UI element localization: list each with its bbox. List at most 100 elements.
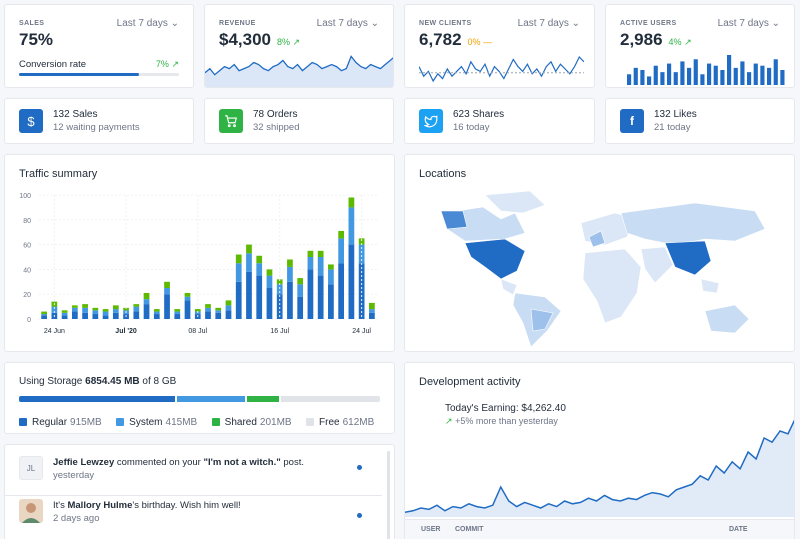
period-dropdown[interactable]: Last 7 days ⌄	[717, 18, 780, 29]
column-header: COMMIT	[455, 526, 484, 533]
traffic-bar-other	[164, 281, 170, 288]
chevron-down-icon: ⌄	[771, 18, 780, 29]
traffic-bar-other	[71, 305, 78, 308]
users-bar	[660, 72, 665, 85]
development-chart	[405, 419, 794, 517]
revenue-line	[205, 55, 393, 76]
traffic-bar-web	[41, 315, 47, 319]
traffic-bar-other	[205, 304, 211, 308]
chevron-down-icon: ⌄	[370, 18, 379, 29]
traffic-bar-web	[102, 315, 109, 319]
kpi-label: REVENUE	[219, 20, 256, 27]
canada-west-region	[440, 210, 468, 230]
traffic-bar-web	[184, 300, 191, 319]
traffic-bar-web	[225, 310, 232, 319]
storage-segment-free	[280, 396, 380, 402]
traffic-bar-social	[41, 314, 47, 316]
storage-segment-regular	[19, 396, 176, 402]
traffic-bar-social	[153, 311, 160, 315]
users-bar	[760, 65, 765, 85]
traffic-bar-web	[338, 263, 345, 319]
traffic-bar-social	[164, 288, 170, 295]
unread-dot	[357, 513, 362, 518]
traffic-bar-web	[235, 281, 242, 319]
users-bar	[727, 55, 732, 85]
users-bar	[647, 76, 652, 85]
traffic-bar-other	[235, 254, 242, 264]
stat-title: 78 Orders	[253, 109, 298, 120]
traffic-bar-social	[143, 299, 150, 305]
traffic-bar-other	[287, 259, 293, 267]
avatar: JL	[19, 456, 43, 480]
chevron-down-icon: ⌄	[571, 18, 580, 29]
traffic-bar-web	[328, 284, 334, 319]
stat-likes-card: f 132 Likes 21 today	[605, 98, 795, 144]
traffic-bar-social	[287, 266, 293, 282]
legend-regular: Regular 915MB	[19, 417, 102, 428]
y-tick-label: 40	[23, 267, 31, 274]
traffic-bar-other	[297, 278, 304, 285]
traffic-bar-web	[297, 296, 304, 319]
legend-shared: Shared 201MB	[211, 417, 292, 428]
feed-text: It's Mallory Hulme's birthday. Wish him …	[53, 500, 241, 524]
kpi-value: 6,782 0% —	[419, 30, 493, 49]
traffic-bar-other	[174, 309, 181, 312]
stat-sub: 12 waiting payments	[53, 122, 140, 133]
users-bar	[700, 74, 705, 85]
trend-flat-icon: —	[483, 37, 493, 47]
kpi-revenue-card: REVENUE Last 7 days ⌄ $4,300 8% ↗	[204, 4, 394, 88]
revenue-sparkline	[205, 55, 393, 87]
stat-title: 132 Likes	[654, 109, 697, 120]
traffic-bar-web	[317, 275, 324, 319]
column-header: USER	[421, 526, 441, 533]
period-dropdown[interactable]: Last 7 days ⌄	[316, 18, 379, 29]
facebook-icon: f	[620, 109, 644, 133]
traffic-bar-other	[215, 307, 222, 311]
card-title: Traffic summary	[19, 168, 98, 180]
kpi-users-card: ACTIVE USERS Last 7 days ⌄ 2,986 4% ↗	[605, 4, 795, 88]
traffic-bar-social	[328, 269, 334, 285]
traffic-bar-social	[205, 307, 211, 312]
traffic-bar-social	[348, 207, 355, 245]
period-dropdown[interactable]: Last 7 days ⌄	[116, 18, 179, 29]
legend-system: System 415MB	[116, 417, 197, 428]
dev-line	[405, 419, 794, 513]
trend-up-icon: ↗	[684, 37, 692, 47]
shopping-cart-icon	[219, 109, 243, 133]
traffic-bar-social	[246, 253, 252, 272]
stat-sales-card: $ 132 Sales 12 waiting payments	[4, 98, 194, 144]
traffic-bar-social	[276, 284, 283, 295]
traffic-bar-web	[133, 311, 140, 319]
kpi-sales-card: SALES Last 7 days ⌄ 75% Conversion rate …	[4, 4, 194, 88]
traffic-bar-other	[143, 292, 150, 300]
traffic-bar-social	[174, 311, 181, 315]
avatar	[19, 499, 43, 523]
traffic-bar-web	[369, 312, 375, 319]
locations-card: Locations	[404, 154, 795, 352]
list-item[interactable]: It's Mallory Hulme's birthday. Wish him …	[5, 499, 382, 539]
traffic-bar-social	[112, 309, 119, 313]
traffic-bar-other	[194, 309, 201, 312]
card-title: Development activity	[419, 376, 521, 388]
traffic-summary-card: Traffic summary 0 20 40 60 80 100 24 Jun Jul '2…	[4, 154, 395, 352]
activity-feed-card: JL Jeffie Lewzey commented on your "I'm …	[4, 444, 395, 539]
feed-text: Jeffie Lewzey commented on your "I'm not…	[53, 457, 304, 481]
traffic-bar-web	[256, 275, 263, 319]
traffic-bar-other	[338, 230, 345, 239]
list-item[interactable]: JL Jeffie Lewzey commented on your "I'm …	[5, 456, 382, 496]
traffic-bar-social	[307, 257, 314, 270]
traffic-chart: 0 20 40 60 80 100 24 Jun Jul '20 08 Jul 16 Jul 24 …	[19, 193, 377, 335]
traffic-bar-other	[82, 304, 88, 308]
traffic-bar-other	[328, 264, 334, 270]
traffic-bar-social	[225, 305, 232, 311]
x-tick-label: 08 Jul	[188, 328, 207, 335]
traffic-bar-other	[225, 300, 232, 306]
traffic-bar-other	[358, 238, 365, 245]
traffic-bar-social	[338, 238, 345, 264]
storage-segment-shared	[246, 396, 279, 402]
scrollbar[interactable]	[387, 451, 390, 539]
traffic-bar-social	[102, 311, 109, 316]
brazil-region	[530, 308, 554, 332]
period-dropdown[interactable]: Last 7 days ⌄	[517, 18, 580, 29]
earning-change: ↗ +5% more than yesterday	[445, 416, 558, 426]
